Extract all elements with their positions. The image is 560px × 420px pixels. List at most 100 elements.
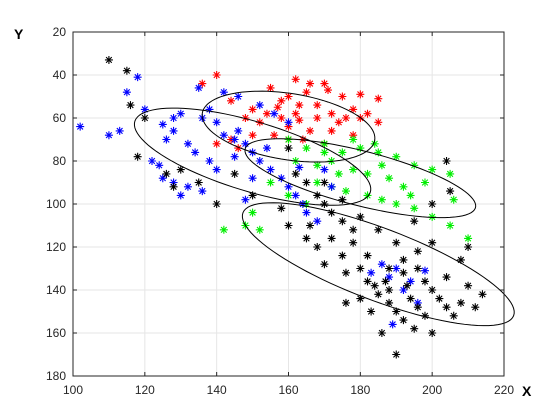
scatter-point (399, 286, 408, 294)
cluster-ellipse (133, 107, 372, 206)
scatter-point (374, 225, 383, 234)
scatter-point (320, 139, 329, 148)
scatter-point (338, 251, 347, 260)
scatter-point (374, 94, 383, 103)
x-tick-label: 180 (350, 383, 370, 397)
scatter-point (262, 144, 271, 153)
x-tick-label: 100 (63, 383, 83, 397)
scatter-point (449, 195, 458, 204)
scatter-point (169, 126, 178, 135)
scatter-point (338, 195, 347, 204)
scatter-point (302, 234, 311, 243)
axis-ticks: 100 120 140 160 180 200 220 20 40 60 80 100 120 140 16… (46, 25, 514, 397)
scatter-point (183, 139, 192, 148)
scatter-point (420, 311, 429, 320)
scatter-point (284, 135, 293, 144)
scatter-point (313, 217, 322, 226)
scatter-point (212, 71, 221, 79)
scatter-point (338, 148, 347, 157)
scatter-point (413, 247, 422, 256)
scatter-point (349, 131, 358, 140)
scatter-point (428, 286, 437, 294)
scatter-point (306, 221, 315, 230)
scatter-point (248, 105, 257, 114)
scatter-point (104, 131, 113, 140)
scatter-point (399, 182, 408, 191)
scatter-point (399, 255, 408, 264)
scatter-point (320, 260, 329, 269)
data-points (76, 55, 487, 359)
scatter-point (169, 182, 178, 191)
scatter-point (266, 178, 275, 187)
scatter-series-3 (76, 73, 429, 329)
scatter-point (349, 238, 358, 247)
scatter-point (230, 135, 239, 144)
cluster-ellipse (201, 90, 376, 163)
scatter-point (410, 204, 419, 213)
scatter-point (140, 114, 149, 122)
x-tick-label: 140 (207, 383, 227, 397)
scatter-point (464, 234, 473, 243)
scatter-point (399, 316, 408, 325)
scatter-point (446, 221, 455, 230)
scatter-point (284, 92, 293, 101)
scatter-point (413, 303, 422, 312)
scatter-point (363, 277, 372, 286)
scatter-point (367, 307, 376, 316)
scatter-point (273, 103, 282, 112)
scatter-point (212, 200, 221, 208)
scatter-point (356, 212, 365, 221)
scatter-point (341, 298, 350, 307)
x-tick-label: 220 (494, 383, 514, 397)
scatter-point (341, 268, 350, 277)
y-tick-label: 100 (46, 197, 66, 211)
scatter-point (327, 234, 336, 243)
x-tick-label: 120 (135, 383, 155, 397)
cluster-ellipse (241, 202, 515, 327)
scatter-point (212, 118, 221, 127)
scatter-point (478, 290, 487, 299)
scatter-point (104, 55, 113, 64)
scatter-point (428, 238, 437, 247)
scatter-point (255, 157, 264, 165)
scatter-point (76, 122, 85, 131)
scatter-point (392, 152, 401, 161)
cluster-ellipses (133, 90, 515, 327)
scatter-point (284, 122, 293, 131)
scatter-point (133, 73, 142, 82)
scatter-point (363, 251, 372, 260)
scatter-point (356, 294, 365, 303)
y-tick-label: 20 (53, 25, 67, 39)
x-axis-label: X (522, 383, 532, 399)
scatter-point (302, 208, 311, 217)
scatter-point (392, 200, 401, 208)
scatter-point (320, 165, 329, 174)
scatter-point (446, 169, 455, 178)
scatter-point (313, 114, 322, 122)
scatter-point (194, 83, 203, 92)
scatter-point (295, 116, 304, 125)
scatter-point (234, 126, 243, 135)
y-axis-label: Y (14, 26, 24, 42)
scatter-point (291, 75, 300, 84)
scatter-point (385, 273, 394, 282)
scatter-point (169, 178, 178, 187)
scatter-point (169, 114, 178, 122)
x-tick-label: 200 (422, 383, 442, 397)
scatter-point (291, 109, 300, 118)
scatter-point (255, 225, 264, 234)
scatter-point (198, 79, 207, 88)
scatter-point (313, 243, 322, 251)
scatter-point (284, 182, 293, 191)
scatter-point (327, 109, 336, 118)
scatter-point (198, 187, 207, 196)
scatter-point (349, 105, 358, 114)
scatter-point (420, 178, 429, 187)
y-tick-label: 120 (46, 240, 66, 254)
scatter-point (219, 88, 228, 97)
scatter-point (241, 195, 250, 204)
scatter-point (392, 307, 401, 316)
scatter-point (442, 273, 451, 282)
scatter-point (241, 139, 250, 148)
scatter-point (428, 212, 437, 221)
